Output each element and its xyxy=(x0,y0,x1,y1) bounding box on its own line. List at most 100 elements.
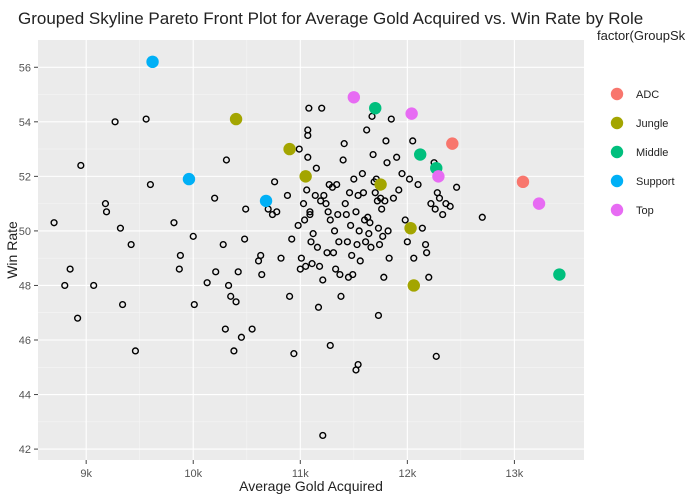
data-point-jungle xyxy=(374,178,387,191)
legend-marker-adc xyxy=(610,87,624,101)
data-point xyxy=(295,145,303,153)
legend-label-top: Top xyxy=(636,205,654,217)
data-point xyxy=(271,178,279,186)
data-point xyxy=(290,350,298,358)
data-point-middle xyxy=(414,148,427,161)
data-point xyxy=(241,235,249,243)
data-point xyxy=(381,197,389,205)
data-point xyxy=(432,352,440,360)
data-point xyxy=(405,175,414,183)
legend-label-jungle: Jungle xyxy=(636,118,668,130)
data-point xyxy=(446,202,454,210)
data-point xyxy=(342,210,350,219)
data-point-support xyxy=(259,194,273,208)
data-point xyxy=(349,270,357,279)
y-tick-label: 46 xyxy=(19,335,31,347)
data-point-support xyxy=(182,172,196,186)
legend-marker-middle xyxy=(610,145,624,159)
data-point xyxy=(371,189,379,197)
data-point-adc xyxy=(516,175,530,189)
data-point xyxy=(273,208,281,216)
data-point xyxy=(384,227,392,235)
data-point xyxy=(359,189,368,197)
data-point xyxy=(101,200,110,208)
data-point xyxy=(302,262,310,270)
data-point xyxy=(294,221,302,230)
data-point xyxy=(306,208,314,216)
data-point xyxy=(354,360,362,369)
data-point xyxy=(374,224,383,232)
data-point xyxy=(427,200,435,208)
data-point xyxy=(337,292,345,300)
x-tick-label: 10k xyxy=(184,468,202,480)
data-point-middle xyxy=(369,101,382,115)
x-axis-title: Average Gold Acquired xyxy=(239,478,383,494)
y-tick-label: 56 xyxy=(19,62,31,74)
data-point xyxy=(288,235,296,243)
data-point-jungle xyxy=(404,221,417,235)
data-point xyxy=(348,251,356,260)
data-point xyxy=(318,104,326,112)
data-point xyxy=(319,431,327,440)
data-point xyxy=(355,227,363,235)
data-point xyxy=(385,254,393,262)
data-point xyxy=(313,243,322,251)
data-point xyxy=(170,219,178,227)
y-axis-ticks: 42 44 46 48 50 52 54 56 xyxy=(19,62,38,456)
data-point xyxy=(317,197,325,205)
data-point xyxy=(190,300,198,309)
data-point xyxy=(389,194,398,202)
data-point xyxy=(401,216,409,224)
data-point xyxy=(315,262,324,270)
data-point xyxy=(277,254,285,262)
data-point xyxy=(334,210,342,219)
data-point xyxy=(367,243,375,251)
data-point xyxy=(311,191,319,200)
data-point xyxy=(478,213,486,221)
data-point xyxy=(369,150,377,159)
y-tick-label: 50 xyxy=(19,226,31,238)
chart-title: Grouped Skyline Pareto Front Plot for Av… xyxy=(18,9,643,28)
data-point-adc xyxy=(446,137,459,150)
data-point xyxy=(326,341,334,350)
data-point xyxy=(326,216,334,224)
data-point xyxy=(333,180,341,189)
data-point xyxy=(362,238,370,246)
data-point xyxy=(203,279,211,287)
data-point xyxy=(146,180,155,189)
data-point xyxy=(358,170,366,178)
data-point xyxy=(242,205,250,213)
y-tick-label: 52 xyxy=(19,171,31,183)
data-point xyxy=(324,208,332,216)
data-point xyxy=(50,219,58,227)
data-point xyxy=(142,115,150,123)
y-tick-label: 48 xyxy=(19,280,31,292)
data-point xyxy=(329,249,338,257)
data-point xyxy=(189,232,197,240)
data-point xyxy=(414,180,422,189)
y-axis-title: Win Rate xyxy=(4,221,20,279)
data-point xyxy=(102,208,111,216)
plot-background xyxy=(38,40,584,460)
data-point xyxy=(382,137,390,145)
data-point xyxy=(347,221,355,230)
data-point xyxy=(283,191,292,200)
data-point-support xyxy=(146,55,159,69)
x-tick-label: 13k xyxy=(506,468,524,480)
data-point xyxy=(378,205,386,213)
data-point xyxy=(363,126,371,134)
data-point xyxy=(212,268,220,276)
data-point xyxy=(248,325,256,333)
data-point xyxy=(258,270,266,279)
data-point xyxy=(439,210,447,219)
data-point xyxy=(61,281,69,290)
data-point xyxy=(409,137,417,145)
data-point xyxy=(297,254,305,262)
data-point xyxy=(211,194,219,202)
data-point xyxy=(380,273,388,281)
data-point xyxy=(74,314,82,322)
data-point xyxy=(234,268,242,276)
data-point xyxy=(232,298,240,306)
legend-title: factor(GroupSk xyxy=(597,28,686,43)
data-point xyxy=(375,240,384,249)
